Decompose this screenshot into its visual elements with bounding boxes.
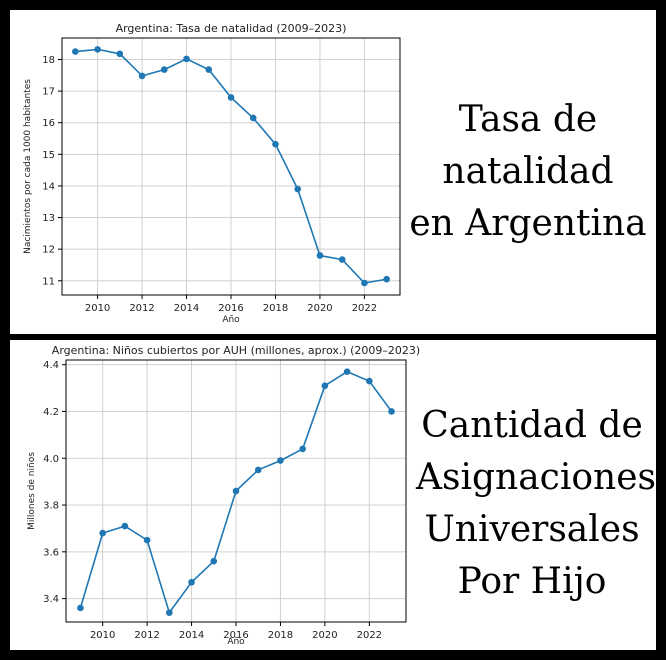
panel-birth-rate: 2010 2012 2014 2016 2018 2020 2022 11 12 13 14 15 16…: [10, 10, 656, 334]
caption-line: Cantidad de: [421, 405, 643, 446]
caption-line: Universales: [424, 509, 640, 550]
data-point: [277, 457, 284, 464]
caption-line: en Argentina: [409, 203, 647, 244]
caption-line: Tasa de: [458, 99, 598, 140]
data-point: [183, 55, 190, 63]
data-point: [72, 48, 79, 55]
y-tick-label: 11: [42, 276, 55, 287]
data-point: [383, 275, 390, 283]
y-tick-label: 15: [42, 150, 55, 161]
x-tick-label: 2014: [179, 630, 204, 641]
data-point: [299, 445, 306, 453]
caption-auh: Cantidad de Asignaciones Universales Por…: [416, 400, 656, 608]
data-point: [338, 256, 346, 263]
x-tick-label: 2012: [134, 630, 159, 641]
data-point: [294, 185, 302, 193]
auh-chart: 2010 2012 2014 2016 2018 2020 2022 3.4 3.6 3.8 4.0…: [27, 344, 420, 647]
y-tick-label: 12: [42, 245, 55, 256]
y-tick-label: 4.4: [43, 360, 59, 371]
data-point: [272, 140, 279, 148]
data-point: [94, 46, 101, 53]
data-point: [227, 94, 235, 101]
data-point: [361, 279, 368, 287]
x-tick-label: 2022: [352, 303, 377, 314]
x-tick-label: 2014: [174, 303, 199, 314]
y-tick-label: 4.2: [43, 407, 59, 418]
caption-line: natalidad: [442, 151, 614, 192]
x-axis-label: Año: [222, 315, 240, 325]
x-tick-label: 2010: [85, 303, 110, 314]
data-point: [321, 382, 329, 390]
y-tick-label: 3.6: [43, 547, 59, 558]
panel-auh: 2010 2012 2014 2016 2018 2020 2022 3.4 3.6 3.8 4.0…: [10, 340, 656, 650]
caption-birth-rate: Tasa de natalidad en Argentina: [408, 94, 648, 250]
data-point: [166, 609, 173, 616]
x-tick-label: 2020: [307, 303, 332, 314]
chart-title: Argentina: Tasa de natalidad (2009–2023): [116, 22, 347, 35]
x-tick-label: 2022: [357, 630, 382, 641]
y-tick-label: 18: [42, 55, 55, 66]
data-point: [188, 578, 195, 586]
y-tick-label: 4.0: [43, 454, 59, 465]
x-tick-label: 2020: [312, 630, 337, 641]
birth-rate-chart: 2010 2012 2014 2016 2018 2020 2022 11 12 13 14 15 16…: [23, 22, 401, 325]
y-axis-label: Millones de niños: [27, 452, 37, 530]
data-point: [160, 66, 168, 73]
data-point: [249, 114, 257, 122]
y-tick-label: 3.8: [43, 501, 59, 512]
data-point: [77, 604, 84, 612]
data-point: [343, 368, 351, 375]
data-point: [232, 487, 240, 495]
y-tick-label: 14: [42, 181, 55, 192]
data-point: [116, 50, 124, 58]
x-tick-label: 2018: [263, 303, 288, 314]
x-tick-label: 2018: [268, 630, 293, 641]
y-tick-label: 13: [42, 213, 55, 224]
x-tick-label: 2016: [223, 630, 248, 641]
data-point: [99, 529, 106, 537]
caption-line: Asignaciones: [416, 457, 656, 498]
y-tick-label: 3.4: [43, 594, 59, 605]
caption-line: Por Hijo: [457, 561, 607, 602]
x-axis-label: Año: [227, 637, 245, 647]
data-point: [121, 522, 129, 530]
chart-title: Argentina: Niños cubiertos por AUH (mill…: [52, 344, 420, 357]
data-point: [366, 377, 373, 385]
data-point: [316, 252, 324, 259]
data-point: [388, 408, 395, 415]
y-tick-label: 16: [42, 118, 55, 129]
x-tick-label: 2016: [218, 303, 243, 314]
y-tick-label: 17: [42, 87, 55, 98]
data-point: [210, 557, 218, 565]
x-tick-label: 2010: [90, 630, 115, 641]
data-point: [143, 536, 151, 544]
data-point: [138, 72, 146, 80]
data-point: [254, 466, 262, 474]
y-axis-label: Nacimientos por cada 1000 habitantes: [23, 79, 33, 254]
data-point: [205, 66, 213, 73]
x-tick-label: 2012: [129, 303, 154, 314]
